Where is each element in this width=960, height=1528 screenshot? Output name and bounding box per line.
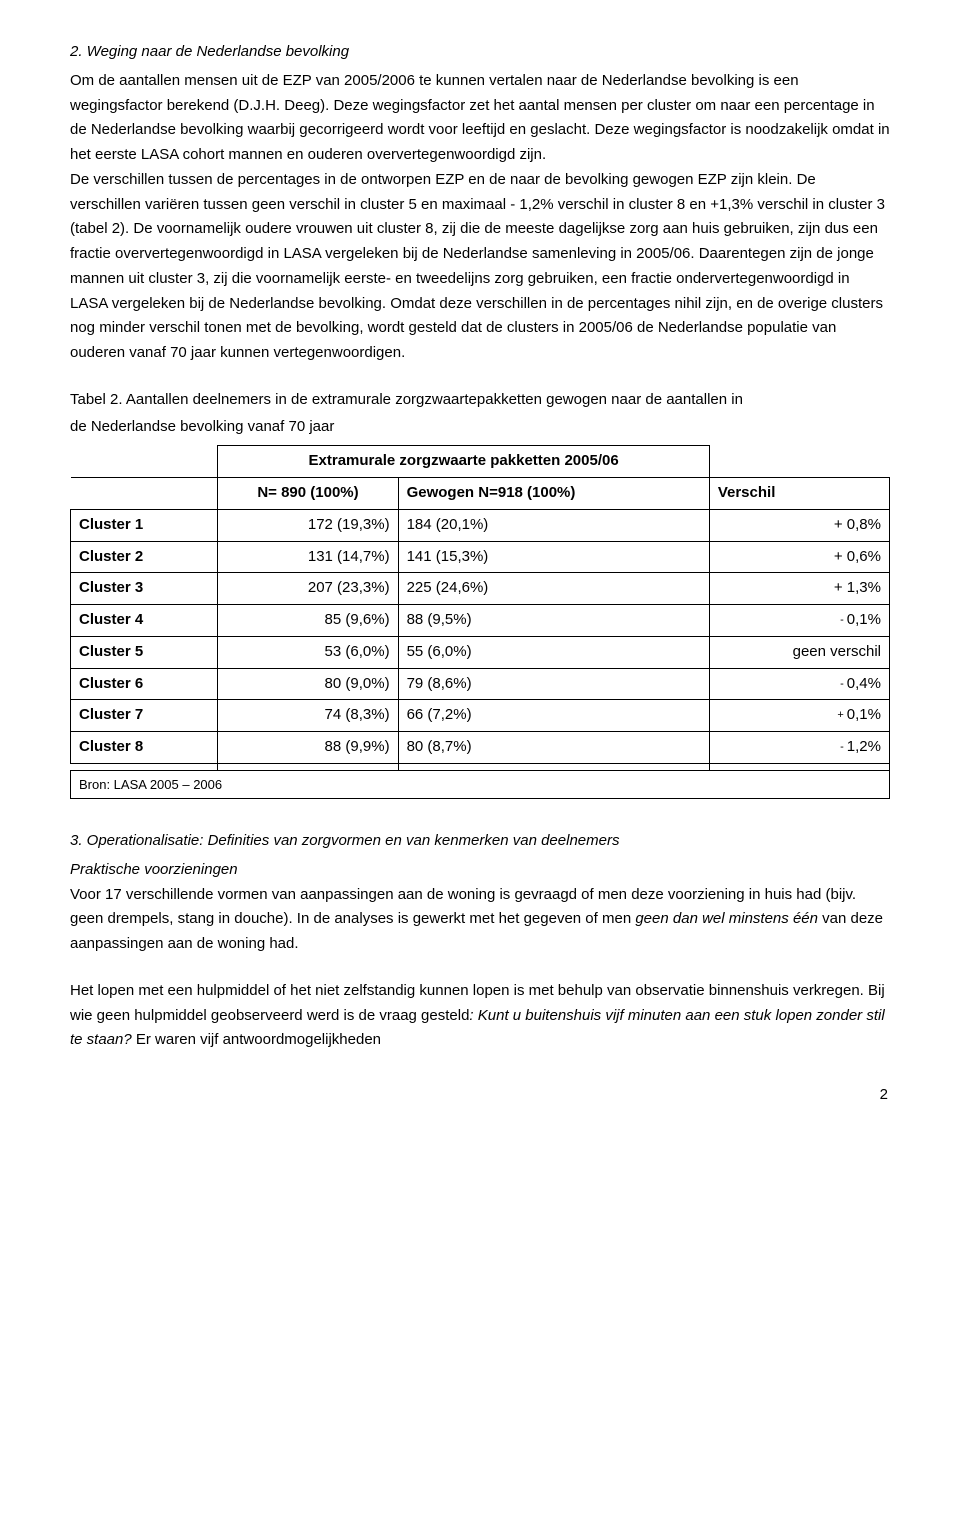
table-row-label: Cluster 6 bbox=[71, 668, 218, 700]
table-row: Cluster 553 (6,0%)55 (6,0%)geen verschil bbox=[71, 636, 890, 668]
section-3-paragraph-1: Voor 17 verschillende vormen van aanpass… bbox=[70, 883, 890, 957]
section-2-body-2: De verschillen tussen de percentages in … bbox=[70, 171, 885, 361]
table-cell-diff: + 1,3% bbox=[709, 573, 889, 605]
table-spacer-row bbox=[71, 763, 890, 770]
table-row: Cluster 1172 (19,3%)184 (20,1%)+ 0,8% bbox=[71, 509, 890, 541]
table-cell-diff: + 0,6% bbox=[709, 541, 889, 573]
table-cell-n: 53 (6,0%) bbox=[218, 636, 398, 668]
table-row-label: Cluster 8 bbox=[71, 732, 218, 764]
spacer bbox=[70, 801, 890, 829]
table-row: Cluster 2131 (14,7%)141 (15,3%)+ 0,6% bbox=[71, 541, 890, 573]
table-column-header-row: N= 890 (100%) Gewogen N=918 (100%) Versc… bbox=[71, 478, 890, 510]
table-cell-diff: + 0,1% bbox=[709, 700, 889, 732]
section-3-subheading: Praktische voorzieningen bbox=[70, 858, 890, 883]
section-2-body-1: Om de aantallen mensen uit de EZP van 20… bbox=[70, 72, 890, 163]
section-2-heading: 2. Weging naar de Nederlandse bevolking bbox=[70, 40, 890, 65]
table-row-label: Cluster 2 bbox=[71, 541, 218, 573]
table-cell-diff: - 0,4% bbox=[709, 668, 889, 700]
table-cell-n: 207 (23,3%) bbox=[218, 573, 398, 605]
table-cell-diff: geen verschil bbox=[709, 636, 889, 668]
section-2-paragraph: Om de aantallen mensen uit de EZP van 20… bbox=[70, 69, 890, 366]
table-cell-n: 85 (9,6%) bbox=[218, 605, 398, 637]
table-cell-blank bbox=[71, 763, 218, 770]
table-cell-gew: 225 (24,6%) bbox=[398, 573, 709, 605]
table-source: Bron: LASA 2005 – 2006 bbox=[71, 770, 890, 798]
table-col-gew: Gewogen N=918 (100%) bbox=[398, 478, 709, 510]
table-cell-blank bbox=[709, 763, 889, 770]
table-cell-blank bbox=[398, 763, 709, 770]
page-number: 2 bbox=[70, 1083, 890, 1108]
table-cell-gew: 79 (8,6%) bbox=[398, 668, 709, 700]
table-cell-n: 88 (9,9%) bbox=[218, 732, 398, 764]
table-group-header: Extramurale zorgzwaarte pakketten 2005/0… bbox=[218, 446, 709, 478]
table-2-caption-line-1: Tabel 2. Aantallen deelnemers in de extr… bbox=[70, 388, 890, 413]
section-3-heading: 3. Operationalisatie: Definities van zor… bbox=[70, 829, 890, 854]
table-2: Extramurale zorgzwaarte pakketten 2005/0… bbox=[70, 445, 890, 799]
table-cell-n: 80 (9,0%) bbox=[218, 668, 398, 700]
table-cell-gew: 184 (20,1%) bbox=[398, 509, 709, 541]
table-cell-gew: 55 (6,0%) bbox=[398, 636, 709, 668]
table-row: Cluster 680 (9,0%)79 (8,6%)- 0,4% bbox=[71, 668, 890, 700]
table-row-label: Cluster 5 bbox=[71, 636, 218, 668]
table-cell-n: 74 (8,3%) bbox=[218, 700, 398, 732]
table-col-diff: Verschil bbox=[709, 478, 889, 510]
table-row-label: Cluster 7 bbox=[71, 700, 218, 732]
table-row-label: Cluster 1 bbox=[71, 509, 218, 541]
table-cell-diff: + 0,8% bbox=[709, 509, 889, 541]
table-2-caption-line-2: de Nederlandse bevolking vanaf 70 jaar bbox=[70, 415, 890, 440]
table-row: Cluster 774 (8,3%)66 (7,2%)+ 0,1% bbox=[71, 700, 890, 732]
table-row-label: Cluster 3 bbox=[71, 573, 218, 605]
table-cell-gew: 66 (7,2%) bbox=[398, 700, 709, 732]
table-row: Cluster 888 (9,9%)80 (8,7%)- 1,2% bbox=[71, 732, 890, 764]
table-corner-blank bbox=[71, 446, 218, 478]
table-cell-gew: 141 (15,3%) bbox=[398, 541, 709, 573]
table-cell-gew: 80 (8,7%) bbox=[398, 732, 709, 764]
table-group-header-row: Extramurale zorgzwaarte pakketten 2005/0… bbox=[71, 446, 890, 478]
section-3-paragraph-2: Het lopen met een hulpmiddel of het niet… bbox=[70, 979, 890, 1053]
table-cell-diff: - 1,2% bbox=[709, 732, 889, 764]
table-col-n: N= 890 (100%) bbox=[218, 478, 398, 510]
table-row: Cluster 485 (9,6%)88 (9,5%)- 0,1% bbox=[71, 605, 890, 637]
table-row: Cluster 3207 (23,3%)225 (24,6%)+ 1,3% bbox=[71, 573, 890, 605]
table-cell-blank bbox=[218, 763, 398, 770]
table-cell-diff: - 0,1% bbox=[709, 605, 889, 637]
table-row-header-blank bbox=[71, 478, 218, 510]
table-source-row: Bron: LASA 2005 – 2006 bbox=[71, 770, 890, 798]
page: 2. Weging naar de Nederlandse bevolking … bbox=[0, 0, 960, 1148]
table-corner-blank-right bbox=[709, 446, 889, 478]
table-cell-gew: 88 (9,5%) bbox=[398, 605, 709, 637]
table-cell-n: 172 (19,3%) bbox=[218, 509, 398, 541]
table-cell-n: 131 (14,7%) bbox=[218, 541, 398, 573]
table-row-label: Cluster 4 bbox=[71, 605, 218, 637]
